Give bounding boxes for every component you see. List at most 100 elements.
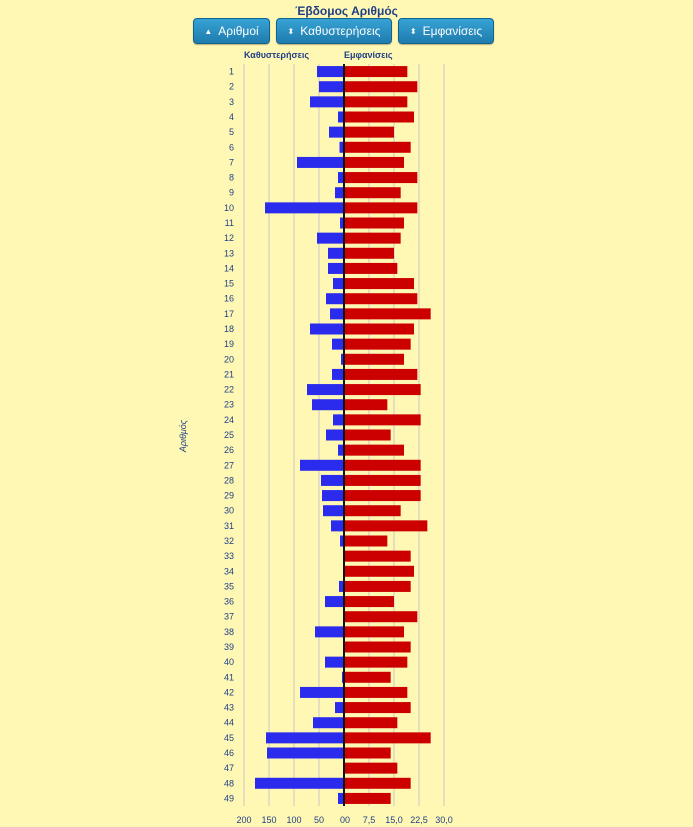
- category-label: 45: [224, 733, 234, 743]
- appearance-bar: [344, 686, 408, 698]
- category-label: 8: [229, 173, 234, 183]
- delay-bar: [255, 777, 344, 789]
- delay-bar: [315, 626, 344, 638]
- appearance-bar: [344, 399, 388, 411]
- category-label: 9: [229, 188, 234, 198]
- delay-bar: [317, 232, 344, 244]
- category-label: 5: [229, 127, 234, 137]
- category-label: 27: [224, 460, 234, 470]
- delay-bar: [338, 792, 344, 804]
- delay-bar: [321, 474, 344, 486]
- category-label: 6: [229, 142, 234, 152]
- delay-bar: [338, 111, 344, 123]
- delay-bar: [328, 262, 344, 274]
- appearance-bar: [344, 580, 411, 592]
- delay-bar: [328, 247, 344, 259]
- category-label: 33: [224, 551, 234, 561]
- delay-bar: [341, 353, 344, 365]
- category-label: 4: [229, 112, 234, 122]
- delay-bar: [333, 414, 344, 426]
- appearance-bar: [344, 353, 404, 365]
- appearance-bar: [344, 656, 408, 668]
- appearance-bar: [344, 202, 418, 214]
- appearance-bar: [344, 626, 404, 638]
- right-tick-label: 15,0: [385, 815, 403, 825]
- delay-bar: [331, 520, 344, 532]
- delay-bar: [310, 323, 344, 335]
- category-label: 38: [224, 627, 234, 637]
- appearance-bar: [344, 293, 418, 305]
- delay-bar: [340, 217, 344, 229]
- category-label: 19: [224, 339, 234, 349]
- category-label: 11: [225, 218, 234, 228]
- sort-appearances-button[interactable]: ⬍ Εμφανίσεις: [398, 18, 494, 44]
- category-label: 34: [224, 566, 234, 576]
- category-label: 10: [224, 203, 234, 213]
- delay-bar: [326, 429, 344, 441]
- delay-bar: [297, 156, 344, 168]
- left-tick-label: 100: [286, 815, 301, 825]
- category-label: 16: [224, 294, 234, 304]
- delay-bar: [317, 66, 344, 78]
- delay-bar: [333, 278, 344, 290]
- bars: [255, 66, 431, 804]
- delay-bar: [323, 505, 344, 517]
- sort-delays-button[interactable]: ⬍ Καθυστερήσεις: [276, 18, 392, 44]
- sort-numbers-button[interactable]: ▲ Αριθμοί: [193, 18, 270, 44]
- delay-bar: [329, 126, 344, 138]
- category-label: 31: [224, 521, 234, 531]
- appearance-bar: [344, 414, 421, 426]
- category-label: 41: [224, 672, 234, 682]
- appearance-bar: [344, 217, 404, 229]
- appearance-bar: [344, 308, 431, 320]
- delay-bar: [332, 368, 344, 380]
- category-label: 29: [224, 491, 234, 501]
- appearance-bar: [344, 338, 411, 350]
- category-label: 3: [229, 97, 234, 107]
- delay-bar: [267, 747, 344, 759]
- left-tick-label: 50: [314, 815, 324, 825]
- appearance-bar: [344, 596, 394, 608]
- category-label: 49: [224, 793, 234, 803]
- appearance-bar: [344, 278, 414, 290]
- sort-appearances-label: Εμφανίσεις: [422, 24, 483, 38]
- appearance-bar: [344, 474, 421, 486]
- right-axis-title: Εμφανίσεις: [344, 50, 393, 60]
- axis-ticks: 200 150 100 50 0 0 7,5 15,0 22,5 30,0: [236, 815, 452, 825]
- delay-bar: [335, 702, 344, 714]
- appearance-bar: [344, 732, 431, 744]
- appearance-bar: [344, 66, 408, 78]
- appearance-bar: [344, 323, 414, 335]
- appearance-bar: [344, 156, 404, 168]
- appearance-bar: [344, 792, 391, 804]
- category-label: 28: [224, 475, 234, 485]
- chart-title: Έβδομος Αριθμός: [295, 4, 398, 18]
- delay-bar: [338, 172, 344, 184]
- category-label: 48: [224, 778, 234, 788]
- appearance-bar: [344, 550, 411, 562]
- category-label: 37: [224, 612, 234, 622]
- delay-bar: [313, 717, 344, 729]
- delay-bar: [322, 490, 344, 502]
- delay-bar: [300, 459, 344, 471]
- appearance-bar: [344, 126, 394, 138]
- appearance-bar: [344, 747, 391, 759]
- sort-icon: ⬍: [409, 27, 417, 36]
- appearance-bar: [344, 232, 401, 244]
- appearance-bar: [344, 520, 428, 532]
- appearance-bar: [344, 81, 418, 93]
- appearance-bar: [344, 262, 398, 274]
- category-label: 30: [224, 506, 234, 516]
- delay-bar: [325, 656, 344, 668]
- category-label: 22: [224, 385, 234, 395]
- appearance-bar: [344, 459, 421, 471]
- right-tick-label: 22,5: [410, 815, 428, 825]
- category-label: 43: [224, 703, 234, 713]
- category-label: 7: [229, 157, 234, 167]
- category-label: 18: [224, 324, 234, 334]
- category-label: 2: [229, 82, 234, 92]
- delay-bar: [339, 141, 344, 153]
- delay-bar: [330, 308, 344, 320]
- delay-bar: [340, 535, 344, 547]
- delay-bar: [310, 96, 344, 108]
